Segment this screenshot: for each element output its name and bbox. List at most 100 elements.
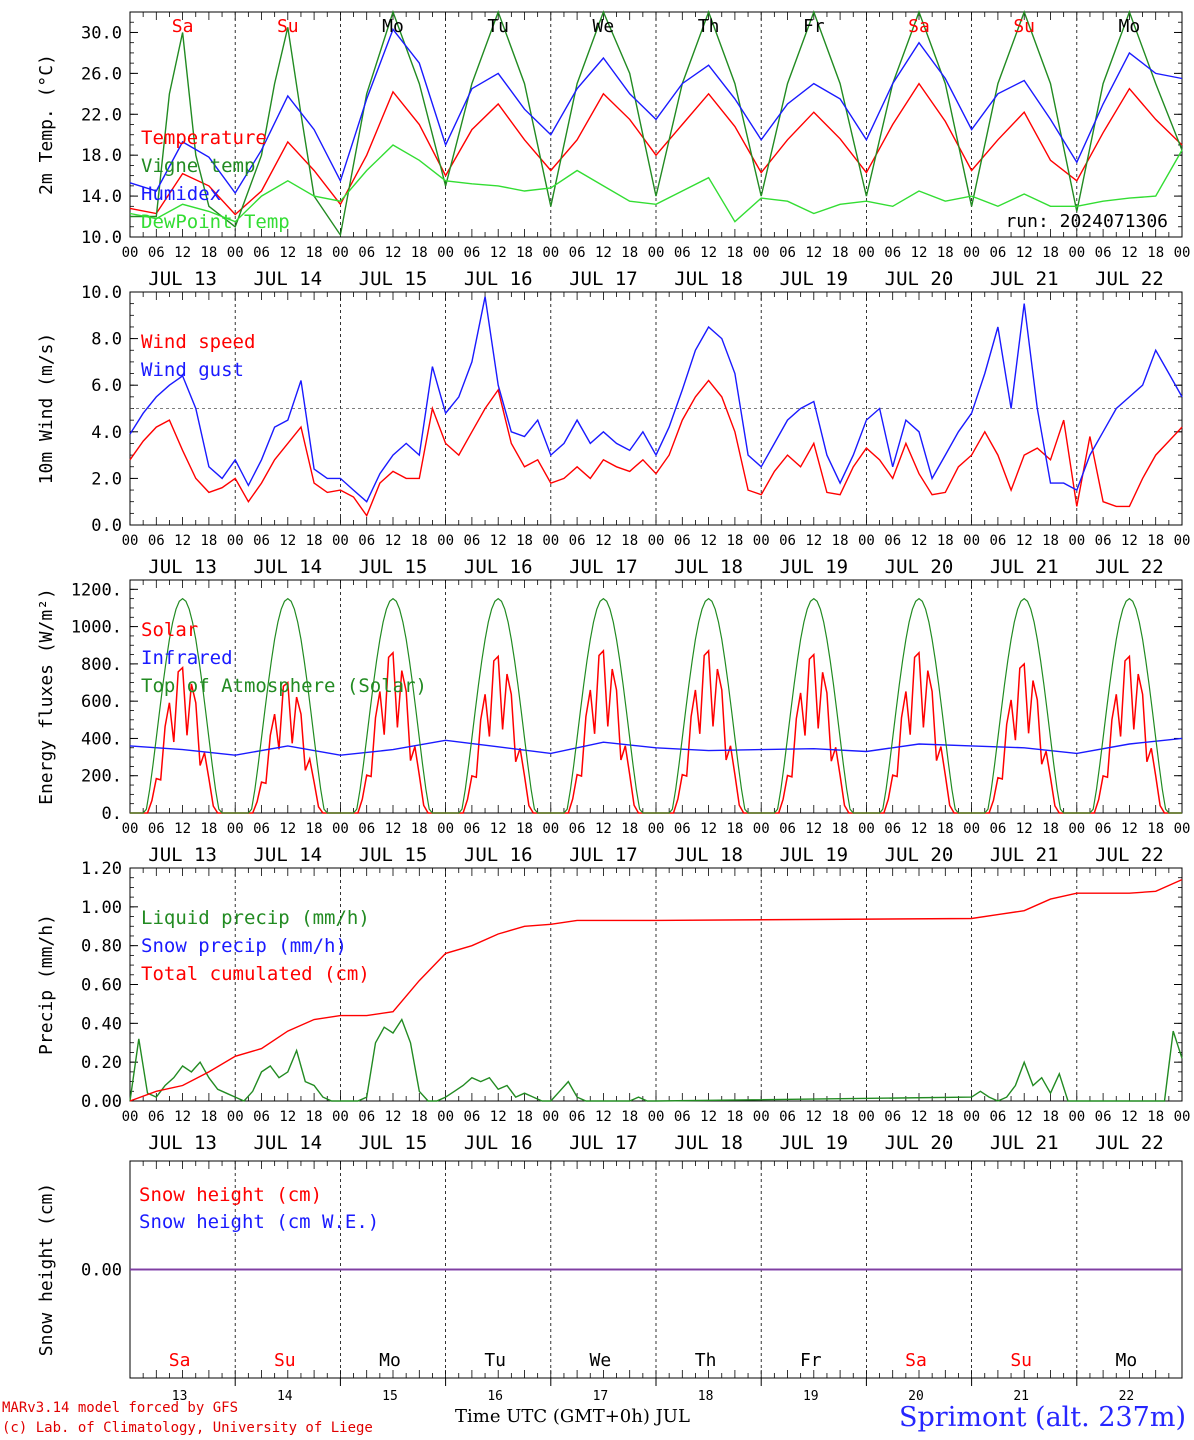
temp-date-label: JUL 13 xyxy=(148,268,217,290)
precip-hour-label: 00 xyxy=(332,1109,349,1125)
precip-hour-label: 18 xyxy=(1042,1109,1059,1125)
wind-y-tick-label: 10.0 xyxy=(81,283,122,303)
wind-series-wind-gust xyxy=(129,296,1183,503)
precip-date-label: JUL 21 xyxy=(990,1132,1059,1154)
energy-hour-label: 18 xyxy=(1147,821,1164,837)
precip-hour-label: 06 xyxy=(884,1109,901,1125)
wind-hour-label: 00 xyxy=(753,533,770,549)
temp-date-label: JUL 18 xyxy=(674,268,743,290)
precip-hour-label: 18 xyxy=(306,1109,323,1125)
precip-hour-label: 18 xyxy=(516,1109,533,1125)
temp-day-of-week: Su xyxy=(277,16,299,37)
bottom-day-number: 13 xyxy=(172,1389,188,1404)
wind-hour-label: 00 xyxy=(227,533,244,549)
temp-hour-label: 06 xyxy=(1095,245,1112,261)
temp-date-label: JUL 19 xyxy=(779,268,848,290)
energy-hour-label: 18 xyxy=(621,821,638,837)
energy-hour-label: 06 xyxy=(148,821,165,837)
wind-y-tick-label: 0.0 xyxy=(91,516,122,536)
bottom-day-number: 19 xyxy=(803,1389,819,1404)
temp-day-of-week: Th xyxy=(698,16,720,37)
temp-hour-label: 00 xyxy=(753,245,770,261)
temp-legend-entry: DewPoint Temp xyxy=(141,211,290,233)
energy-y-tick-label: 400. xyxy=(81,729,122,749)
snow-legend-entry: Snow height (cm) xyxy=(139,1184,322,1206)
snow-day-of-week: Fr xyxy=(800,1350,822,1371)
energy-date-label: JUL 15 xyxy=(359,844,428,866)
energy-hour-label: 18 xyxy=(411,821,428,837)
energy-hour-label: 00 xyxy=(332,821,349,837)
energy-series-infrared xyxy=(129,737,1183,756)
precip-y-tick-label: 1.00 xyxy=(81,898,122,918)
precip-legend-entry: Liquid precip (mm/h) xyxy=(141,907,370,929)
precip-series-total-cumulated-cm xyxy=(129,878,1183,1102)
energy-hour-label: 18 xyxy=(200,821,217,837)
snow-day-of-week: Sa xyxy=(905,1350,927,1371)
snow-y-tick-label: 0.00 xyxy=(81,1261,122,1281)
precip-hour-label: 06 xyxy=(358,1109,375,1125)
energy-hour-label: 12 xyxy=(805,821,822,837)
precip-hour-label: 12 xyxy=(595,1109,612,1125)
energy-hour-label: 00 xyxy=(437,821,454,837)
snow-day-of-week: Th xyxy=(695,1350,717,1371)
snow-day-of-week: Tu xyxy=(484,1350,506,1371)
precip-hour-label: 00 xyxy=(437,1109,454,1125)
wind-hour-label: 18 xyxy=(937,533,954,549)
precip-hour-label: 00 xyxy=(122,1109,139,1125)
wind-hour-label: 00 xyxy=(963,533,980,549)
wind-date-label: JUL 20 xyxy=(885,556,954,578)
wind-hour-label: 12 xyxy=(1121,533,1138,549)
energy-date-label: JUL 20 xyxy=(885,844,954,866)
precip-hour-label: 00 xyxy=(227,1109,244,1125)
wind-series-wind-speed xyxy=(129,379,1183,518)
precip-hour-label: 18 xyxy=(200,1109,217,1125)
temp-hour-label: 00 xyxy=(858,245,875,261)
energy-hour-label: 00 xyxy=(858,821,875,837)
temp-day-of-week: Sa xyxy=(908,16,930,37)
temp-series-dewpoint-temp xyxy=(129,144,1183,223)
energy-hour-label: 06 xyxy=(989,821,1006,837)
temp-hour-label: 18 xyxy=(937,245,954,261)
wind-hour-label: 18 xyxy=(726,533,743,549)
wind-hour-label: 00 xyxy=(1068,533,1085,549)
temp-date-label: JUL 20 xyxy=(885,268,954,290)
temp-hour-label: 18 xyxy=(306,245,323,261)
precip-hour-label: 18 xyxy=(832,1109,849,1125)
energy-hour-label: 00 xyxy=(1174,821,1191,837)
energy-hour-label: 12 xyxy=(1016,821,1033,837)
precip-hour-label: 12 xyxy=(385,1109,402,1125)
snow-day-of-week: Su xyxy=(1010,1350,1032,1371)
precip-y-tick-label: 0.00 xyxy=(81,1092,122,1112)
energy-y-tick-label: 600. xyxy=(81,692,122,712)
run-label: run: 2024071306 xyxy=(1005,211,1168,232)
temp-hour-label: 06 xyxy=(253,245,270,261)
precip-hour-label: 18 xyxy=(621,1109,638,1125)
energy-y-tick-label: 800. xyxy=(81,655,122,675)
energy-date-label: JUL 21 xyxy=(990,844,1059,866)
snow-y-axis-title: Snow height (cm) xyxy=(36,1183,57,1356)
wind-date-label: JUL 18 xyxy=(674,556,743,578)
wind-hour-label: 00 xyxy=(648,533,665,549)
precip-hour-label: 18 xyxy=(411,1109,428,1125)
energy-hour-label: 00 xyxy=(963,821,980,837)
precip-hour-label: 12 xyxy=(805,1109,822,1125)
wind-date-label: JUL 14 xyxy=(253,556,322,578)
precip-date-label: JUL 18 xyxy=(674,1132,743,1154)
wind-date-label: JUL 17 xyxy=(569,556,638,578)
temp-hour-label: 12 xyxy=(385,245,402,261)
temp-hour-label: 06 xyxy=(358,245,375,261)
temp-day-of-week: Mo xyxy=(1119,16,1141,37)
wind-y-tick-label: 6.0 xyxy=(91,376,122,396)
temp-hour-label: 12 xyxy=(279,245,296,261)
precip-date-label: JUL 13 xyxy=(148,1132,217,1154)
energy-hour-label: 12 xyxy=(1121,821,1138,837)
temp-hour-label: 12 xyxy=(174,245,191,261)
energy-date-label: JUL 17 xyxy=(569,844,638,866)
bottom-day-number: 18 xyxy=(698,1389,714,1404)
temp-hour-label: 00 xyxy=(1068,245,1085,261)
snow-day-of-week: Su xyxy=(274,1350,296,1371)
wind-hour-label: 06 xyxy=(884,533,901,549)
temp-hour-label: 00 xyxy=(332,245,349,261)
precip-hour-label: 18 xyxy=(726,1109,743,1125)
wind-hour-label: 12 xyxy=(911,533,928,549)
